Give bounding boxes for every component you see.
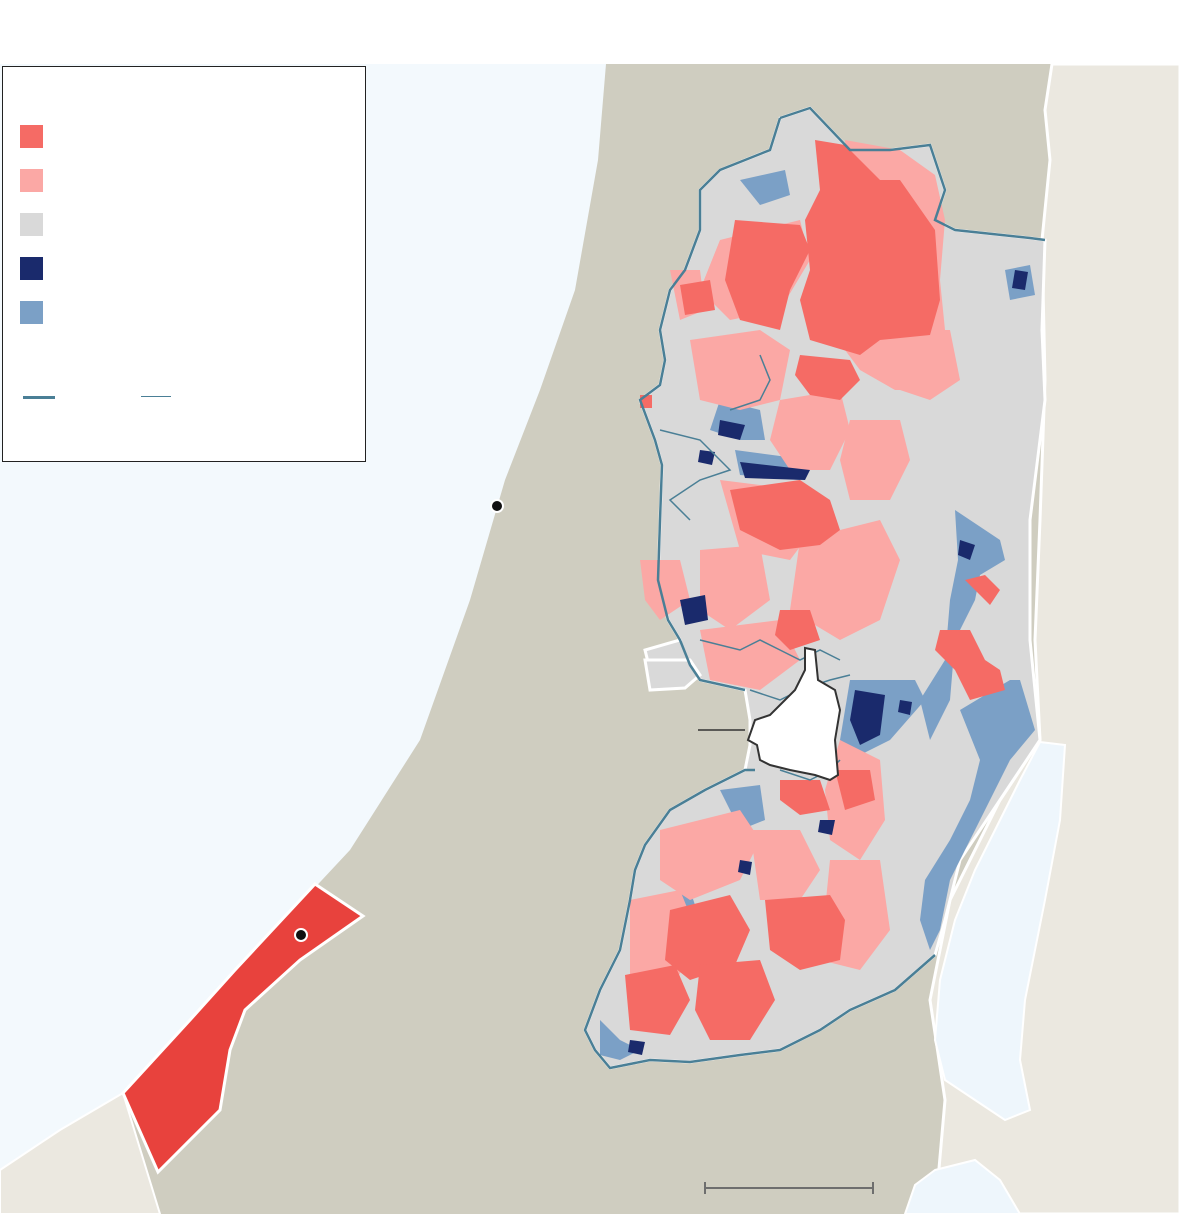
legend-line-green-line: [23, 396, 55, 399]
scale-bar-tick-left: [704, 1182, 706, 1194]
green-line: [779, 106, 1046, 242]
green-line-west: [638, 117, 782, 692]
legend-panel: [2, 66, 366, 462]
dead-sea: [933, 740, 1067, 1122]
legend-line-barrier: [141, 396, 171, 397]
dead-sea-south: [903, 1158, 1022, 1214]
scale-bar-line: [704, 1187, 874, 1189]
legend-swatch-settlement-councils: [20, 301, 43, 324]
area-a[interactable]: [625, 140, 1005, 1040]
legend-swatch-area-a: [20, 125, 43, 148]
jerusalem-boundary: [746, 646, 842, 782]
top-margin: [0, 0, 1180, 64]
latrun-enclave: [643, 658, 702, 692]
land-southwest: [0, 1091, 162, 1214]
settlements[interactable]: [628, 270, 1028, 1055]
scale-bar-tick-right: [872, 1182, 874, 1194]
city-marker-coast[interactable]: [490, 499, 504, 513]
legend-swatch-area-c: [20, 213, 43, 236]
green-line-south: [583, 768, 936, 1070]
legend-swatch-settlements: [20, 257, 43, 280]
legend-swatch-area-b: [20, 169, 43, 192]
scale-bar: [704, 1182, 874, 1194]
gaza-strip[interactable]: [121, 882, 366, 1175]
city-marker-gaza[interactable]: [294, 928, 308, 942]
